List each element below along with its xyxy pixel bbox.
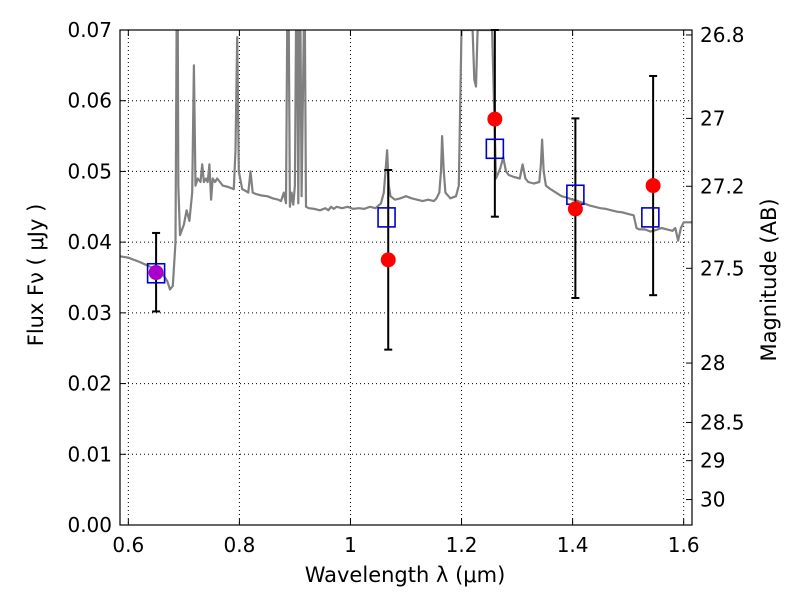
model-square [377,207,396,228]
y-tick-label: 0.04 [67,230,112,254]
y-axis-label: Flux Fν ( μJy ) [24,204,48,347]
right-tick-label: 27.2 [700,174,745,198]
y-tick-label: 0.07 [67,18,112,42]
grid [120,30,692,525]
x-axis-label: Wavelength λ (μm) [305,563,506,587]
observed-point [487,111,503,127]
y-tick-label: 0.01 [67,442,112,466]
x-tick-label: 1.6 [668,533,700,557]
observed-points [148,111,661,281]
y-tick-label: 0.00 [67,513,112,537]
x-tick-label: 1.4 [557,533,589,557]
observed-point [148,265,164,281]
model-photometry-squares [146,138,660,284]
right-tick-label: 27.5 [700,256,745,280]
x-tick-label: 1.2 [446,533,478,557]
model-square [641,207,660,228]
observed-point [380,252,396,268]
axis-ticks: 0.6 0.8 1 1.2 1.4 1.6 0.00 0.01 0.02 0.03 0.04 0.05… [67,18,744,557]
right-tick-label: 29 [700,449,725,473]
spectrum-line [120,30,692,291]
y-tick-label: 0.03 [67,301,112,325]
model-spectrum [120,30,692,291]
right-tick-label: 27 [700,106,725,130]
x-tick-label: 0.8 [223,533,255,557]
model-square [485,138,505,160]
plot-area [120,30,692,525]
plot-frame [119,29,693,526]
right-axis-label: Magnitude (AB) [757,198,781,361]
y-tick-label: 0.02 [67,372,112,396]
right-tick-label: 26.8 [700,23,745,47]
x-tick-label: 1 [344,533,357,557]
right-tick-label: 30 [700,488,725,512]
plot-background [120,30,692,525]
x-tick-label: 0.6 [112,533,144,557]
observed-point [567,201,583,217]
model-square [146,262,166,284]
right-tick-label: 28 [700,351,725,375]
y-tick-label: 0.06 [67,89,112,113]
right-tick-label: 28.5 [700,410,745,434]
observed-point [645,178,661,194]
axes-frame [119,29,693,526]
y-tick-label: 0.05 [67,159,112,183]
